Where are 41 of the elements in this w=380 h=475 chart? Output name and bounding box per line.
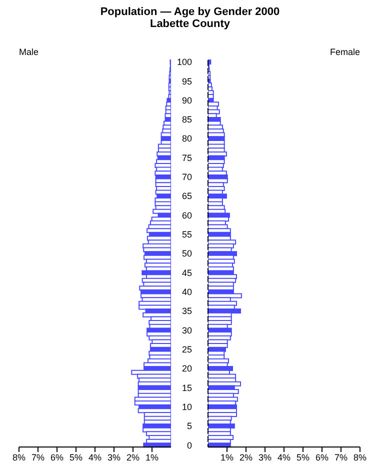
- x-tick-label: 6%: [50, 452, 64, 462]
- y-tick-label: 40: [182, 287, 192, 298]
- chart-subtitle: Labette County: [148, 18, 232, 30]
- x-tick-label: 3%: [107, 452, 121, 462]
- y-tick-label: 55: [182, 230, 192, 240]
- x-tick-label: 4%: [88, 452, 102, 462]
- y-tick-label: 25: [182, 344, 192, 354]
- y-tick-label: 50: [182, 248, 192, 259]
- x-tick-label: 1%: [145, 452, 159, 462]
- chart-title: Population — Age by Gender 2000: [99, 6, 281, 18]
- x-tick-label: 7%: [31, 452, 45, 462]
- y-tick-label: 35: [182, 306, 192, 316]
- x-tick-label: 3%: [258, 452, 272, 462]
- x-tick-label: 7%: [334, 452, 348, 462]
- x-tick-label: 4%: [277, 452, 291, 462]
- y-tick-label: 20: [182, 364, 192, 374]
- y-tick-label: 0: [186, 440, 192, 450]
- x-tick-label: 2%: [239, 452, 253, 462]
- y-tick-label: 15: [182, 382, 192, 393]
- text: Female: [330, 47, 360, 57]
- x-tick-label: 6%: [315, 452, 329, 462]
- y-tick-label: 90: [182, 95, 192, 106]
- y-tick-label: 30: [182, 325, 192, 336]
- x-tick-label: 1%: [220, 452, 234, 462]
- y-tick-label: 75: [182, 152, 192, 163]
- y-tick-label: 70: [182, 172, 192, 182]
- y-tick-label: 85: [182, 114, 192, 125]
- y-tick-label: 95: [182, 76, 192, 86]
- x-tick-label: 8%: [353, 452, 367, 462]
- text: Male: [19, 47, 39, 57]
- y-tick-label: 80: [182, 134, 192, 144]
- y-tick-label: 10: [182, 402, 192, 412]
- x-tick-label: 2%: [126, 452, 140, 462]
- y-tick-label: 60: [182, 210, 192, 220]
- y-tick-label: 45: [182, 268, 192, 278]
- x-tick-label: 8%: [12, 452, 26, 462]
- x-tick-label: 5%: [296, 452, 310, 462]
- y-tick-label: 5: [186, 421, 192, 432]
- y-tick-label: 65: [182, 191, 192, 202]
- x-tick-label: 5%: [69, 452, 83, 462]
- y-tick-label: 100: [176, 57, 192, 68]
